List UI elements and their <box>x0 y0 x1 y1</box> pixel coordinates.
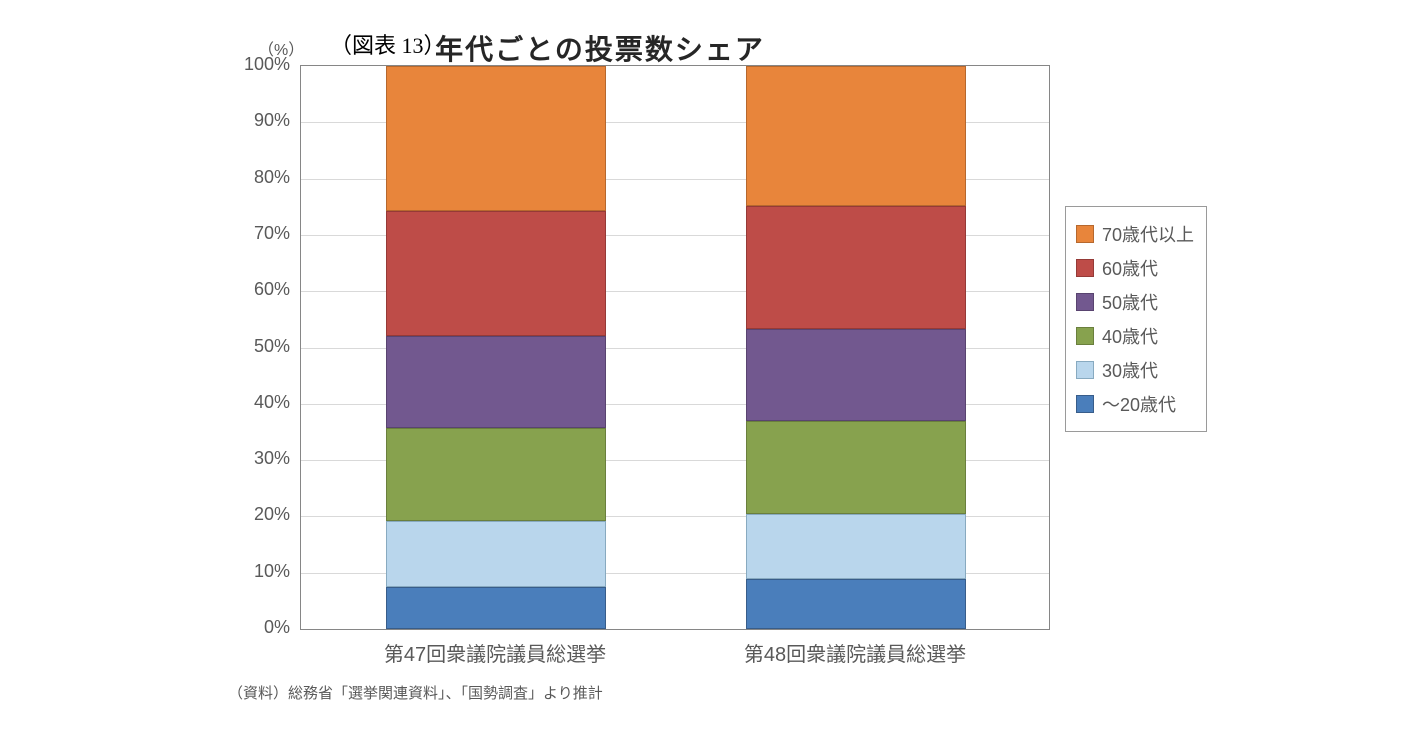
chart-container: （図表 13） 年代ごとの投票数シェア （%） 0%10%20%30%40%50… <box>150 10 1416 710</box>
source-note: （資料）総務省「選挙関連資料」、「国勢調査」より推計 <box>228 682 603 703</box>
y-tick-label: 80% <box>230 167 290 188</box>
y-tick-label: 30% <box>230 448 290 469</box>
y-tick-label: 60% <box>230 279 290 300</box>
legend-label: ～20歳代 <box>1102 391 1176 417</box>
y-tick-label: 50% <box>230 336 290 357</box>
x-tick-label: 第48回衆議院議員総選挙 <box>695 638 1015 667</box>
legend-item: 70歳代以上 <box>1076 217 1194 251</box>
y-tick-label: 100% <box>230 54 290 75</box>
y-tick-label: 20% <box>230 504 290 525</box>
legend-item: ～20歳代 <box>1076 387 1194 421</box>
bar-segment-age30 <box>386 521 606 587</box>
legend-swatch <box>1076 259 1094 277</box>
bar-segment-age60 <box>746 206 966 329</box>
legend-label: 50歳代 <box>1102 289 1158 315</box>
y-tick-label: 40% <box>230 392 290 413</box>
legend: 70歳代以上 60歳代 50歳代 40歳代 30歳代 ～20歳代 <box>1065 206 1207 432</box>
y-tick-label: 0% <box>230 617 290 638</box>
y-tick-label: 10% <box>230 561 290 582</box>
bar-segment-age30 <box>746 514 966 580</box>
legend-item: 40歳代 <box>1076 319 1194 353</box>
legend-swatch <box>1076 395 1094 413</box>
plot-area <box>300 65 1050 630</box>
stacked-bar <box>746 66 966 629</box>
bar-segment-age40 <box>386 428 606 521</box>
legend-item: 50歳代 <box>1076 285 1194 319</box>
bar-segment-age70 <box>746 66 966 206</box>
stacked-bar <box>386 66 606 629</box>
y-tick-label: 90% <box>230 110 290 131</box>
legend-label: 40歳代 <box>1102 323 1158 349</box>
bar-segment-age20 <box>746 579 966 629</box>
y-tick-label: 70% <box>230 223 290 244</box>
legend-label: 30歳代 <box>1102 357 1158 383</box>
bar-segment-age60 <box>386 211 606 337</box>
legend-swatch <box>1076 293 1094 311</box>
legend-item: 60歳代 <box>1076 251 1194 285</box>
bar-segment-age70 <box>386 66 606 211</box>
bar-segment-age50 <box>386 336 606 428</box>
legend-swatch <box>1076 225 1094 243</box>
legend-item: 30歳代 <box>1076 353 1194 387</box>
legend-label: 60歳代 <box>1102 255 1158 281</box>
legend-swatch <box>1076 327 1094 345</box>
legend-label: 70歳代以上 <box>1102 221 1194 247</box>
x-tick-label: 第47回衆議院議員総選挙 <box>335 638 655 667</box>
bar-segment-age40 <box>746 421 966 514</box>
legend-swatch <box>1076 361 1094 379</box>
bar-segment-age50 <box>746 329 966 421</box>
bar-segment-age20 <box>386 587 606 629</box>
